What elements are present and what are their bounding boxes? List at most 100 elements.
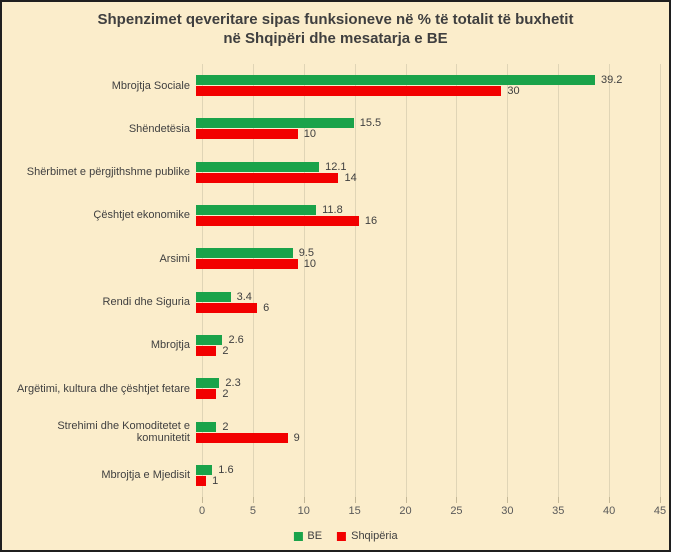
bar-shqiperia: 6 (196, 302, 269, 314)
x-axis-tick-label: 15 (348, 505, 361, 517)
bar-value-label: 10 (303, 258, 317, 271)
axis-tick (405, 497, 407, 503)
axis-tick (252, 497, 254, 503)
category-label: Shëndetësia (128, 122, 190, 135)
bar-group: 2.6 2 (196, 334, 654, 357)
bar-group: 3.4 6 (196, 291, 654, 314)
bar-group: 15.5 10 (196, 117, 654, 140)
category-row: Mbrojtja e Mjedisit 1.6 1 (2, 454, 660, 497)
bar-shqiperia: 2 (196, 388, 228, 400)
legend-item-shqiperia: Shqipëria (337, 530, 398, 542)
bar-value-label: 12.1 (325, 160, 347, 173)
x-axis-tick-label: 20 (399, 505, 412, 517)
grid-layer (202, 64, 661, 497)
x-axis-tick-label: 45 (653, 505, 667, 517)
legend-swatch-be (293, 531, 303, 541)
legend-label: BE (307, 530, 323, 542)
category-label: Mbrojtja Sociale (111, 79, 190, 92)
bar-be: 1.6 (196, 464, 234, 476)
bar-be: 15.5 (196, 117, 381, 129)
bar-shqiperia: 30 (196, 85, 520, 97)
bar-group: 1.6 1 (196, 464, 654, 487)
bar-shqiperia: 10 (196, 258, 316, 270)
legend-swatch-shqiperia (337, 531, 347, 541)
bar-be: 2.3 (196, 377, 241, 389)
category-label: Mbrojtja (150, 339, 190, 352)
bar-value-label: 3.4 (236, 290, 252, 303)
gridline (303, 64, 305, 497)
category-row: Strehimi dhe Komoditetet e komunitetit 2 9 (2, 410, 660, 453)
axis-tick (303, 497, 305, 503)
bar-value-label: 1 (212, 474, 219, 487)
legend-item-be: BE (293, 530, 322, 542)
gridline (456, 64, 458, 497)
category-row: Çështjet ekonomike 11.8 16 (2, 194, 660, 237)
axis-tick (660, 497, 661, 503)
bar-value-label: 1.6 (218, 463, 234, 476)
bar-be: 2.6 (196, 334, 244, 346)
bar-value-label: 30 (507, 85, 520, 98)
bar-value-label: 2.3 (225, 377, 241, 390)
x-axis-tick-label: 0 (198, 505, 206, 517)
bar-value-label: 9 (293, 431, 300, 444)
axis-tick (609, 497, 611, 503)
axis-tick (558, 497, 560, 503)
chart-frame: Shpenzimet qeveritare sipas funksioneve … (0, 0, 671, 552)
bar-group: 2.3 2 (196, 377, 654, 400)
bar-shqiperia: 2 (196, 345, 228, 357)
gridline (507, 64, 509, 497)
category-label: Shërbimet e përgjithshme publike (26, 166, 190, 179)
bar-be: 2 (196, 421, 228, 433)
x-axis-ticks (202, 497, 661, 503)
bar-group: 39.2 30 (196, 74, 654, 97)
bar-value-label: 10 (303, 128, 317, 141)
bar-be: 9.5 (196, 247, 314, 259)
bar-shqiperia: 9 (196, 432, 300, 444)
bar-value-label: 2 (222, 344, 229, 357)
bar-be: 12.1 (196, 161, 347, 173)
bar-value-label: 14 (344, 171, 357, 184)
x-axis-tick-label: 5 (249, 505, 256, 517)
legend-label: Shqipëria (351, 530, 398, 542)
rows: Mbrojtja Sociale 39.2 30 Shëndetësia 15.5 10 S… (2, 64, 660, 497)
bar-be: 11.8 (196, 204, 343, 216)
x-axis-tick-label: 25 (450, 505, 463, 517)
gridline (354, 64, 356, 497)
category-label: Strehimi dhe Komoditetet e komunitetit (57, 419, 190, 445)
bar-value-label: 6 (263, 301, 270, 314)
bar-value-label: 2.6 (228, 333, 244, 346)
bar-be: 39.2 (196, 74, 622, 86)
bar-value-label: 11.8 (322, 204, 343, 217)
bar-value-label: 15.5 (359, 117, 382, 130)
bar-group: 12.1 14 (196, 161, 654, 184)
axis-tick (202, 497, 203, 503)
category-row: Arsimi 9.5 10 (2, 237, 660, 280)
category-label: Mbrojtja e Mjedisit (101, 469, 190, 482)
x-axis-tick-label: 10 (297, 505, 310, 517)
bar-value-label: 39.2 (600, 74, 623, 87)
category-label: Çështjet ekonomike (93, 209, 190, 222)
bar-shqiperia: 14 (196, 172, 357, 184)
category-label: Arsimi (159, 252, 190, 265)
bar-be: 3.4 (196, 291, 252, 303)
gridline (405, 64, 407, 497)
category-row: Mbrojtja 2.6 2 (2, 324, 660, 367)
bar-value-label: 2 (222, 388, 229, 401)
category-label: Rendi dhe Siguria (102, 296, 190, 309)
axis-tick (456, 497, 458, 503)
bar-value-label: 16 (364, 215, 378, 228)
category-row: Shërbimet e përgjithshme publike 12.1 14 (2, 151, 660, 194)
category-label: Argëtimi, kultura dhe çështjet fetare (16, 382, 190, 395)
gridline (660, 64, 661, 497)
bar-group: 9.5 10 (196, 247, 654, 270)
bar-group: 11.8 16 (196, 204, 654, 227)
bar-shqiperia: 16 (196, 215, 377, 227)
gridline (202, 64, 203, 497)
category-row: Mbrojtja Sociale 39.2 30 (2, 64, 660, 107)
bar-shqiperia: 1 (196, 475, 218, 487)
bar-shqiperia: 10 (196, 128, 316, 140)
chart-title: Shpenzimet qeveritare sipas funksioneve … (97, 11, 574, 47)
gridline (609, 64, 611, 497)
legend: BE Shqipëria (293, 530, 398, 542)
